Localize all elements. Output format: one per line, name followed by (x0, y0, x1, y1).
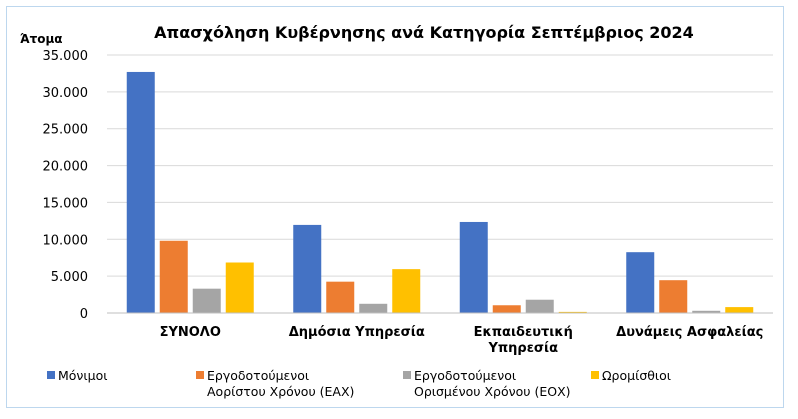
y-axis-label: Άτομα (20, 32, 63, 46)
y-tick-label: 10.000 (43, 233, 89, 248)
bar (293, 224, 322, 313)
bar (626, 252, 655, 313)
category-label: Δυνάμεις Ασφαλείας (616, 325, 763, 340)
legend-label: Εργοδοτούμενοι Αορίστου Χρόνου (ΕΑΧ) (207, 368, 354, 399)
y-tick-label: 0 (80, 307, 88, 322)
bar (159, 240, 188, 313)
y-tick-label: 5.000 (51, 270, 88, 285)
y-tick-labels: 0 5.000 10.000 15.000 20.000 25.000 30.000 35.0… (43, 49, 89, 322)
y-tick-label: 20.000 (43, 160, 89, 175)
category-label: Δημόσια Υπηρεσία (289, 325, 425, 340)
category-labels: ΣΥΝΟΛΟ Δημόσια Υπηρεσία Εκπαιδευτική Υπηρεσ… (160, 325, 764, 356)
y-tick-label: 35.000 (43, 49, 89, 64)
legend: Μόνιμοι Εργοδοτούμενοι Αορίστου Χρόνου (ΕΑ… (47, 368, 671, 399)
legend-swatch (196, 371, 204, 379)
y-tick-label: 30.000 (43, 86, 89, 101)
bar (558, 311, 587, 313)
category-label: ΣΥΝΟΛΟ (160, 325, 221, 340)
bar (725, 307, 754, 313)
bar (225, 262, 254, 313)
bars (126, 71, 754, 313)
bar (192, 288, 221, 313)
bar (659, 280, 688, 313)
legend-label: Ωρομίσθιοι (602, 368, 671, 383)
y-tick-label: 25.000 (43, 123, 89, 138)
bar (126, 71, 155, 313)
bar (692, 310, 721, 313)
legend-swatch (403, 371, 411, 379)
gridlines (107, 54, 773, 277)
chart-title: Απασχόληση Κυβέρνησης ανά Κατηγορία Σεπτ… (154, 23, 694, 42)
bar (326, 281, 355, 313)
legend-label: Μόνιμοι (58, 368, 107, 383)
legend-swatch (591, 371, 599, 379)
legend-swatch (47, 371, 55, 379)
bar (525, 299, 554, 313)
category-label: Εκπαιδευτική Υπηρεσία (474, 325, 573, 356)
bar (459, 221, 488, 313)
bar (392, 269, 421, 313)
bar (359, 303, 388, 313)
legend-label: Εργοδοτούμενοι Ορισμένου Χρόνου (ΕΟΧ) (414, 368, 571, 399)
bar (492, 305, 521, 313)
y-tick-label: 15.000 (43, 196, 89, 211)
